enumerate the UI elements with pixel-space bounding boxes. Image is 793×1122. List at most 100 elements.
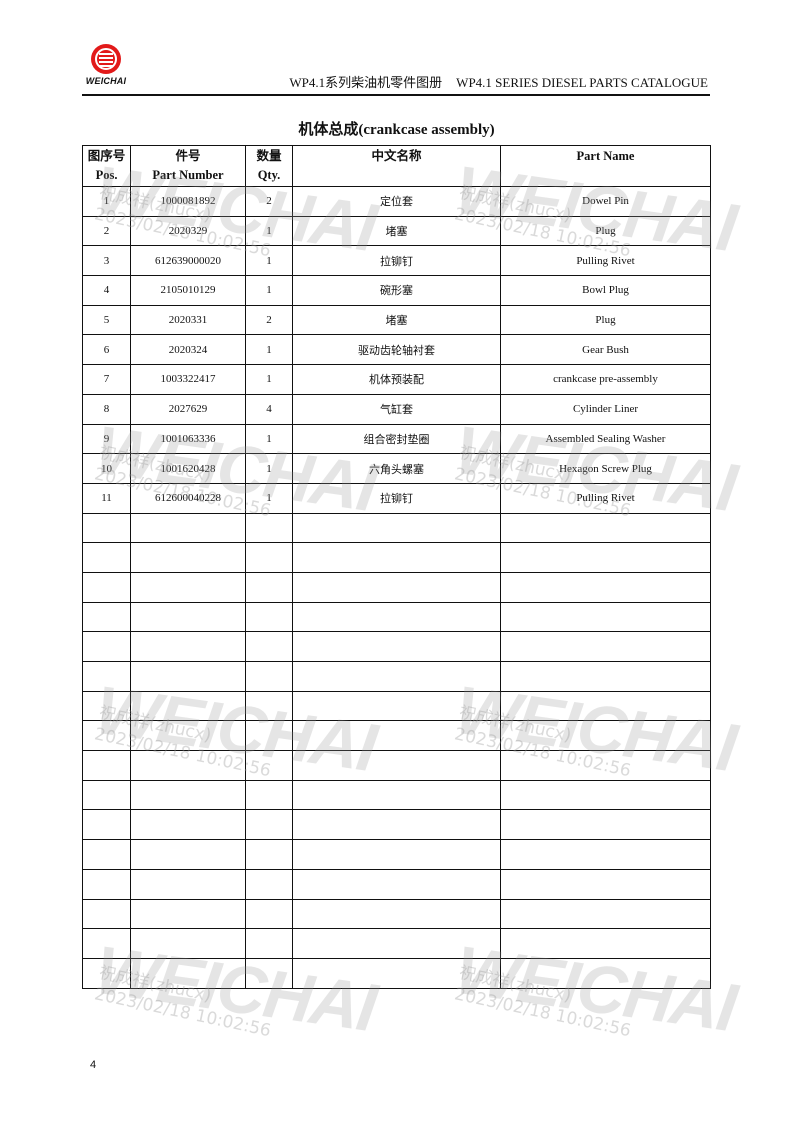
table-cell: 1000081892	[130, 186, 246, 217]
column-header-cn: Part Name	[576, 149, 635, 163]
table-cell	[245, 779, 293, 811]
table-cell	[82, 661, 131, 692]
table-cell	[500, 571, 711, 603]
table-cell: 2020329	[130, 215, 246, 247]
table-cell: 3	[82, 245, 131, 277]
column-header-en: Pos.	[95, 168, 118, 182]
watermark-timestamp: 2023/02/18 10:02:56	[452, 984, 633, 1042]
table-cell	[130, 690, 246, 722]
table-cell	[82, 690, 131, 722]
logo-text: WEICHAI	[85, 76, 127, 86]
column-header-cn: 中文名称	[371, 149, 422, 163]
column-header-cn: 数量	[256, 149, 282, 163]
empty-table-row	[82, 779, 711, 811]
table-cell	[245, 868, 293, 900]
table-cell	[82, 571, 131, 603]
catalogue-header: WP4.1系列柴油机零件图册 WP4.1 SERIES DIESEL PARTS …	[289, 72, 708, 91]
table-cell	[292, 779, 501, 811]
column-header: Part Name	[500, 145, 711, 187]
table-cell	[82, 750, 131, 781]
table-cell: 1	[245, 364, 293, 395]
table-cell	[130, 661, 246, 692]
table-cell	[245, 809, 293, 841]
table-cell	[292, 957, 501, 989]
table-row: 8 2027629 4 气缸套 Cylinder Liner	[82, 393, 711, 425]
table-cell	[500, 601, 711, 633]
table-cell: 1001063336	[130, 423, 246, 455]
column-header-cn: 图序号	[87, 149, 126, 163]
column-header: 件号 Part Number	[130, 145, 246, 187]
empty-table-row	[82, 868, 711, 900]
empty-table-row	[82, 898, 711, 930]
table-cell	[500, 542, 711, 573]
table-row: 1 1000081892 2 定位套 Dowel Pin	[82, 186, 711, 217]
table-row: 7 1003322417 1 机体预装配 crankcase pre-assembly	[82, 364, 711, 395]
table-cell: Cylinder Liner	[500, 393, 711, 425]
table-cell	[245, 601, 293, 633]
table-cell: crankcase pre-assembly	[500, 364, 711, 395]
table-cell	[82, 720, 131, 752]
table-cell: 1	[245, 275, 293, 306]
table-cell	[500, 809, 711, 841]
table-cell	[500, 957, 711, 989]
table-cell: 1	[245, 423, 293, 455]
table-cell: 2027629	[130, 393, 246, 425]
table-cell	[500, 512, 711, 544]
table-cell	[292, 720, 501, 752]
table-cell: 1003322417	[130, 364, 246, 395]
table-cell	[130, 779, 246, 811]
parts-table: 图序号 Pos. 件号 Part Number 数量 Qty. 中文名称 Part Name …	[82, 145, 711, 989]
table-cell	[245, 839, 293, 870]
table-cell	[82, 839, 131, 870]
table-cell	[82, 898, 131, 930]
table-cell	[292, 661, 501, 692]
table-cell: 机体预装配	[292, 364, 501, 395]
table-cell	[130, 868, 246, 900]
table-cell	[82, 957, 131, 989]
table-cell: 612600040228	[130, 482, 246, 514]
table-cell	[500, 631, 711, 662]
table-cell	[82, 542, 131, 573]
table-cell	[500, 750, 711, 781]
table-row: 2 2020329 1 堵塞 Plug	[82, 215, 711, 247]
table-cell	[82, 779, 131, 811]
table-cell	[130, 898, 246, 930]
table-cell: Pulling Rivet	[500, 482, 711, 514]
table-cell	[130, 928, 246, 959]
table-cell	[82, 512, 131, 544]
table-cell	[292, 839, 501, 870]
table-cell	[245, 750, 293, 781]
table-cell	[82, 809, 131, 841]
table-cell	[130, 957, 246, 989]
table-cell: 11	[82, 482, 131, 514]
table-cell	[245, 720, 293, 752]
table-cell: 2105010129	[130, 275, 246, 306]
table-cell: 1	[245, 334, 293, 366]
empty-table-row	[82, 839, 711, 870]
column-header: 图序号 Pos.	[82, 145, 131, 187]
table-cell	[500, 779, 711, 811]
table-cell: 10	[82, 453, 131, 484]
table-cell: 9	[82, 423, 131, 455]
table-row: 5 2020331 2 堵塞 Plug	[82, 304, 711, 336]
table-cell	[130, 631, 246, 662]
table-cell	[245, 661, 293, 692]
table-cell	[245, 690, 293, 722]
table-cell: 驱动齿轮轴衬套	[292, 334, 501, 366]
table-cell: 1	[245, 215, 293, 247]
table-cell: Dowel Pin	[500, 186, 711, 217]
table-cell: 2	[245, 186, 293, 217]
empty-table-row	[82, 661, 711, 692]
empty-table-row	[82, 720, 711, 752]
table-cell: Hexagon Screw Plug	[500, 453, 711, 484]
table-cell	[500, 661, 711, 692]
column-header: 中文名称	[292, 145, 501, 187]
table-cell: 1	[245, 453, 293, 484]
table-cell: 六角头螺塞	[292, 453, 501, 484]
table-row: 9 1001063336 1 组合密封垫圈 Assembled Sealing Wash…	[82, 423, 711, 455]
header-title-en: WP4.1 SERIES DIESEL PARTS CATALOGUE	[456, 75, 708, 90]
table-cell: Pulling Rivet	[500, 245, 711, 277]
table-cell	[130, 542, 246, 573]
table-cell	[245, 512, 293, 544]
table-cell	[130, 571, 246, 603]
